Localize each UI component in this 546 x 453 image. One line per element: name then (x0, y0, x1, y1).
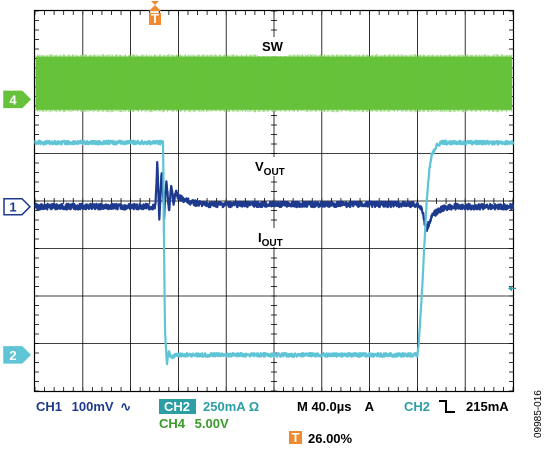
ground-marker-2 (3, 346, 32, 364)
graticule-frame (33, 9, 515, 393)
trace-vout (33, 161, 515, 232)
ch2-label: CH2 (164, 399, 190, 414)
trigger-mode: A (365, 399, 375, 414)
ch1-label: CH1 (36, 399, 62, 414)
ground-marker-2-label: 2 (9, 348, 16, 363)
timebase: M 40.0µs (297, 399, 351, 414)
ground-marker-4 (3, 90, 32, 109)
figure-id: 09985-016 (533, 390, 544, 438)
iout-label: IOUT (258, 230, 283, 249)
ground-markers: 4 1 2 (3, 90, 516, 364)
trigger-marker-letter: T (151, 11, 159, 26)
traces (33, 54, 515, 366)
ch1-scale: 100mV (72, 399, 114, 414)
ground-marker-4-label: 4 (9, 92, 17, 107)
ch2-label-box (159, 399, 196, 414)
trigger-source: CH2 (404, 399, 430, 414)
trigger-level: 215mA (466, 399, 509, 414)
trace-sw-edges (35, 54, 513, 113)
readout: CH1 100mV ∿ CH2 250mA Ω CH4 5.00V M 40.0… (36, 399, 509, 446)
svg-text:CH4 5.00V: CH4 5.00V (159, 416, 229, 431)
svg-text:CH1 100mV ∿: CH1 100mV ∿ (36, 399, 131, 414)
trace-labels: SW VOUT IOUT (251, 37, 302, 249)
iout-label-bg (254, 228, 302, 247)
trigger-position: 26.00% (308, 431, 353, 446)
trigger-position-icon-letter: T (292, 430, 300, 445)
trigger-position-marker: T (149, 1, 161, 26)
vout-label: VOUT (255, 159, 285, 178)
trigger-level-arrow (508, 285, 512, 292)
trigger-position-icon (289, 431, 302, 444)
ch1-coupling-icon: ∿ (120, 399, 131, 414)
sw-label-bg (258, 37, 288, 56)
vout-label-bg (251, 157, 299, 176)
sw-label: SW (262, 39, 284, 54)
svg-text:M 40.0µs A: M 40.0µs A (297, 399, 375, 414)
ground-marker-1 (3, 197, 32, 216)
ground-marker-1-label: 1 (9, 200, 16, 215)
ch4-label: CH4 (159, 416, 186, 431)
ch4-scale: 5.00V (195, 416, 229, 431)
trigger-slope-icon (439, 400, 455, 413)
trace-iout (34, 139, 515, 366)
ch2-scale: 250mA Ω (203, 399, 259, 414)
